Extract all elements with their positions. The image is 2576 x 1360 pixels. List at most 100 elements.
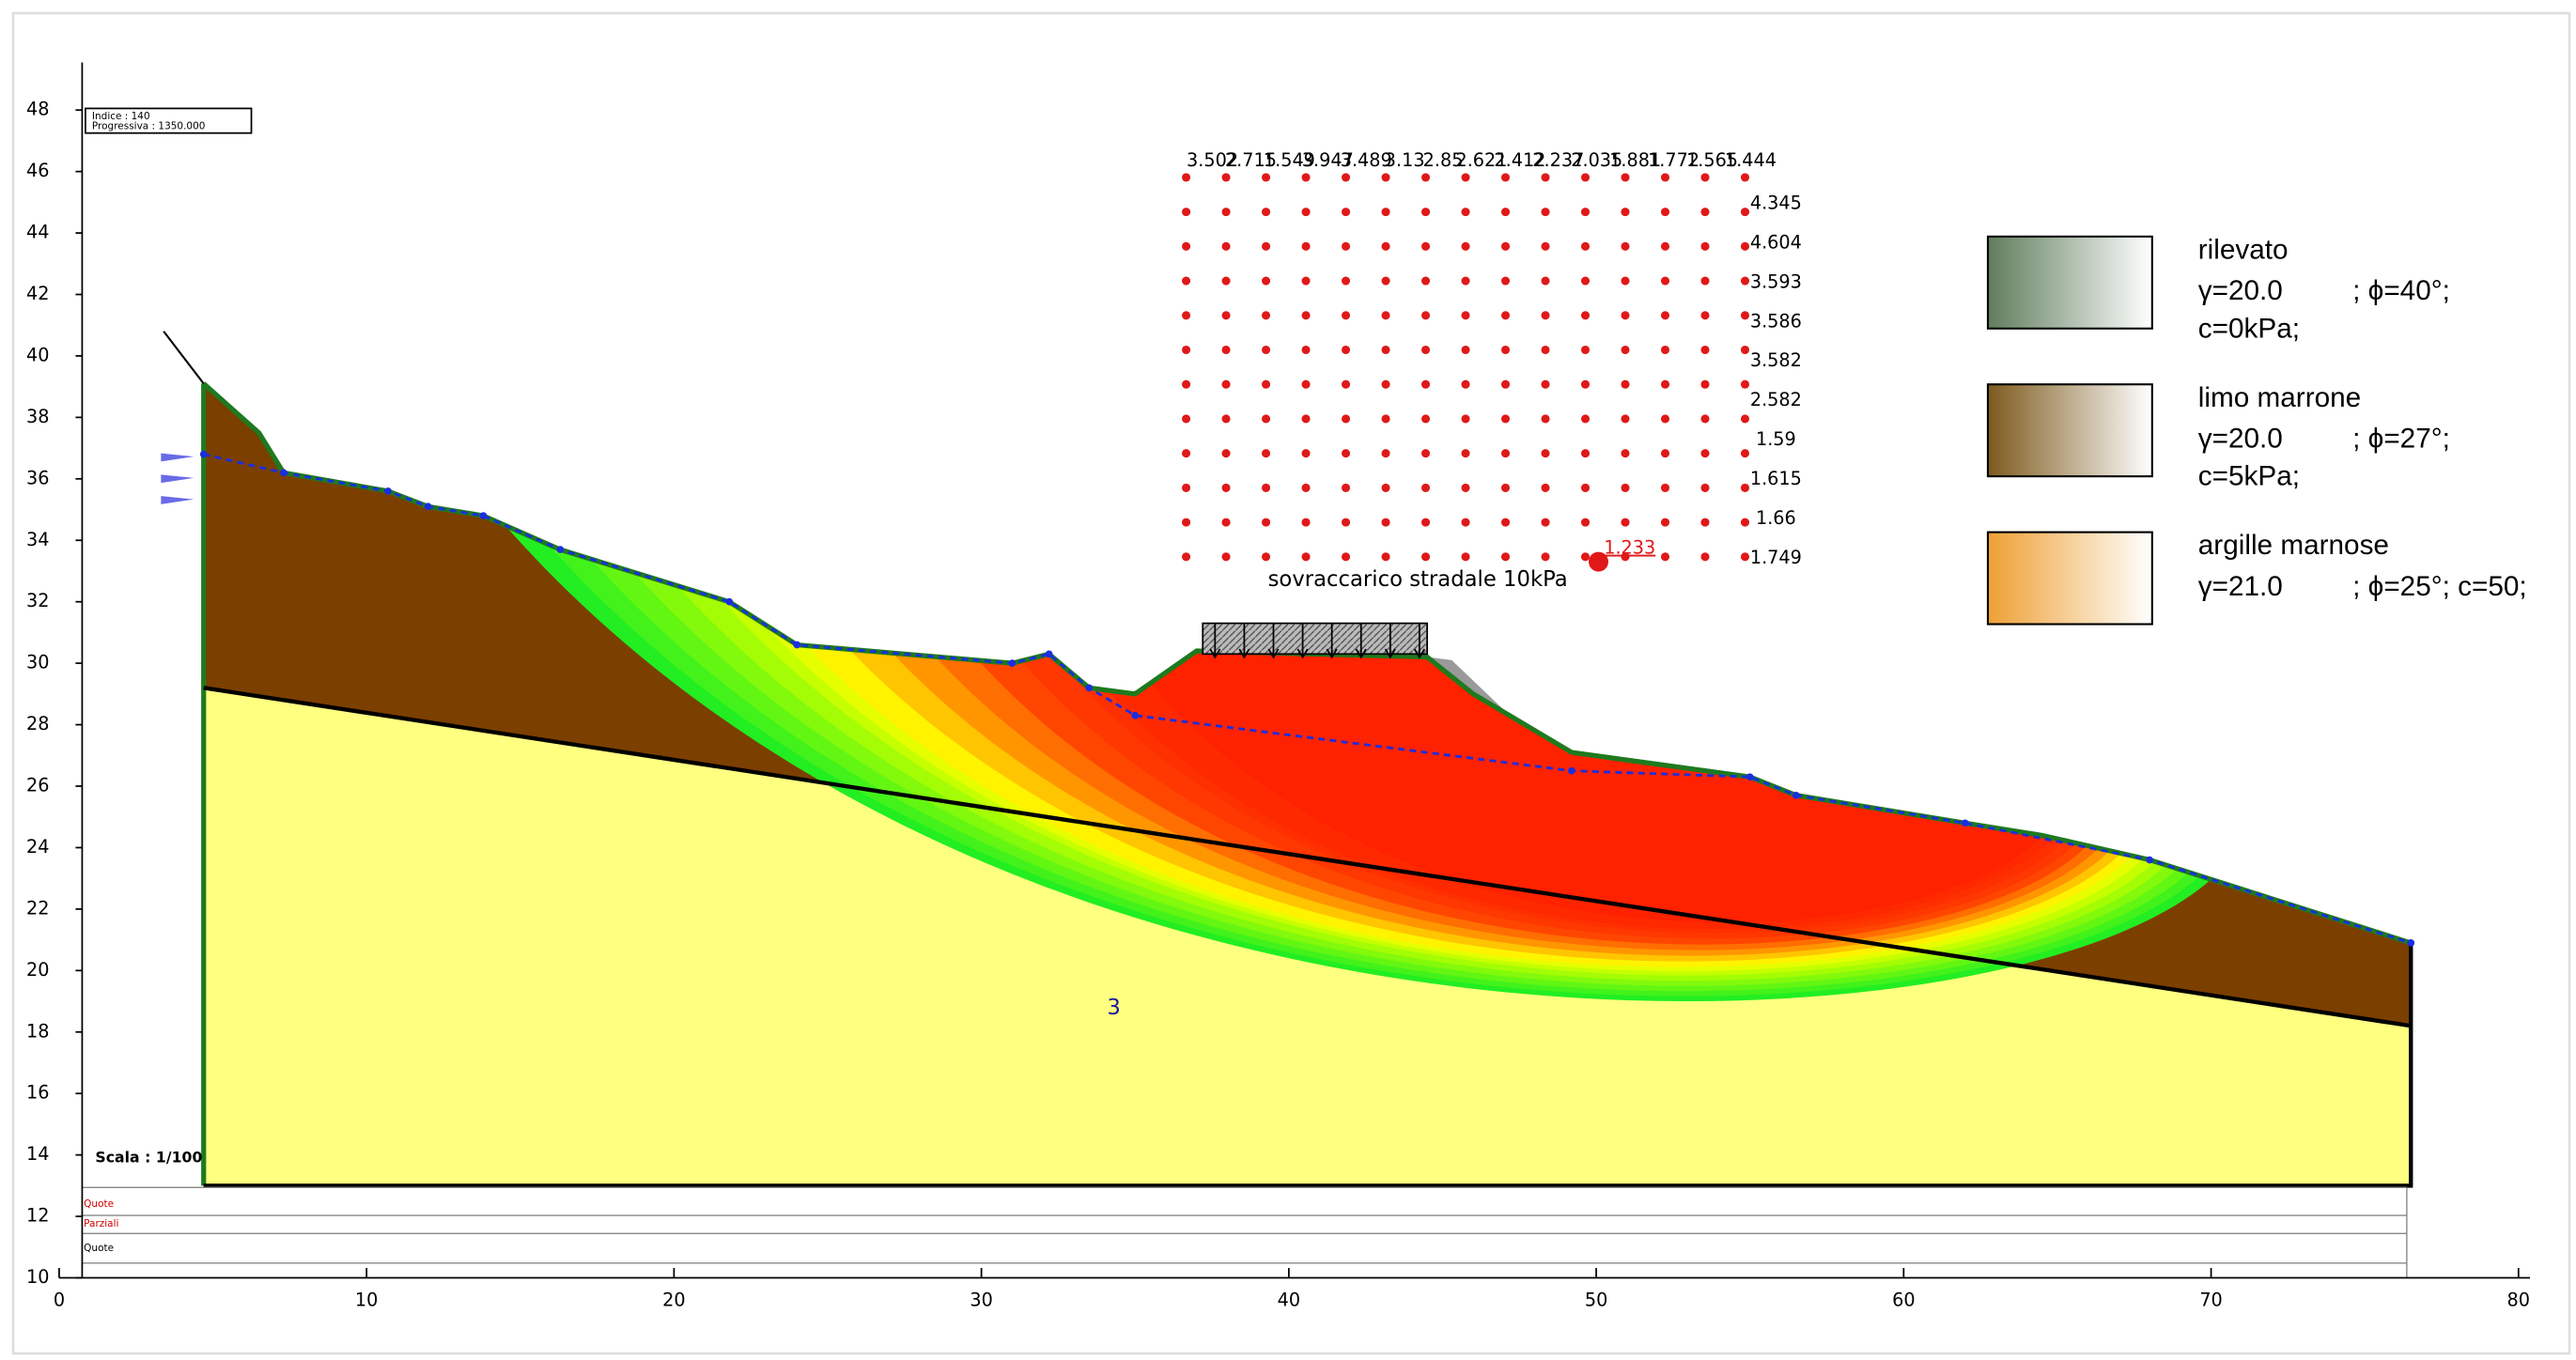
grid-center	[1421, 484, 1430, 492]
safety-factor: 1.59	[1756, 428, 1796, 450]
grid-center	[1382, 518, 1390, 527]
grid-center	[1501, 277, 1510, 286]
water-point	[480, 512, 488, 519]
x-tick-label: 0	[54, 1290, 65, 1311]
y-tick-label: 10	[26, 1266, 49, 1288]
grid-center	[1382, 414, 1390, 423]
y-tick-label: 48	[26, 99, 49, 120]
legend-cohesion: c=5kPa;	[2198, 461, 2300, 492]
layer-label: 3	[1107, 996, 1120, 1020]
grid-center	[1461, 414, 1469, 423]
grid-center	[1541, 552, 1549, 561]
grid-center	[1302, 414, 1311, 423]
grid-center	[1342, 311, 1350, 319]
legend-friction: ; ϕ=27°;	[2352, 424, 2450, 455]
safety-factor: 3.593	[1750, 270, 1802, 292]
water-point	[1792, 792, 1800, 799]
y-tick-label: 36	[26, 467, 49, 488]
grid-center	[1262, 346, 1270, 354]
safety-factor: 1.444	[1725, 149, 1777, 171]
grid-center	[1421, 208, 1430, 216]
grid-center	[1461, 173, 1469, 181]
grid-center	[1382, 277, 1390, 286]
x-tick-label: 60	[1892, 1290, 1915, 1311]
grid-center	[1581, 552, 1590, 561]
grid-center	[1741, 414, 1749, 423]
grid-center	[1501, 311, 1510, 319]
grid-center	[1342, 484, 1350, 492]
legend-cohesion: c=0kPa;	[2198, 313, 2300, 344]
y-tick-label: 32	[26, 590, 49, 611]
grid-center	[1501, 173, 1510, 181]
x-tick-label: 70	[2199, 1290, 2222, 1311]
water-point	[384, 487, 392, 495]
grid-center	[1262, 311, 1270, 319]
grid-center	[1342, 518, 1350, 527]
grid-center	[1621, 449, 1629, 457]
grid-center	[1302, 311, 1311, 319]
grid-center	[1421, 311, 1430, 319]
grid-center	[1182, 346, 1190, 354]
legend-weight: γ=21.0	[2198, 571, 2283, 602]
surcharge-label: sovraccarico stradale 10kPa	[1268, 567, 1568, 592]
x-tick-label: 30	[970, 1290, 992, 1311]
grid-center	[1182, 449, 1190, 457]
grid-center	[1501, 552, 1510, 561]
grid-center	[1581, 414, 1590, 423]
grid-center	[1262, 414, 1270, 423]
legend-friction: ; ϕ=40°;	[2352, 275, 2450, 306]
grid-center	[1661, 552, 1669, 561]
water-point	[2407, 939, 2414, 947]
grid-center	[1661, 484, 1669, 492]
y-tick-label: 30	[26, 652, 49, 673]
grid-center	[1182, 380, 1190, 389]
grid-center	[1541, 518, 1549, 527]
grid-center	[1581, 449, 1590, 457]
grid-center	[1382, 173, 1390, 181]
y-tick-label: 14	[26, 1143, 49, 1165]
grid-center	[1621, 173, 1629, 181]
grid-center	[1262, 518, 1270, 527]
legend-friction: ; ϕ=25°; c=50;	[2352, 571, 2526, 602]
grid-center	[1581, 380, 1590, 389]
grid-center	[1262, 208, 1270, 216]
scale-label: Scala : 1/100	[95, 1148, 202, 1166]
page: {"chart_data":{"type":"section","xlim":[…	[0, 0, 2576, 1360]
strip-label: Quote	[84, 1198, 114, 1210]
grid-center	[1501, 380, 1510, 389]
grid-center	[1661, 277, 1669, 286]
grid-center	[1581, 311, 1590, 319]
grid-center	[1661, 414, 1669, 423]
grid-center	[1182, 173, 1190, 181]
legend-name: limo marrone	[2198, 382, 2361, 413]
safety-factor: 4.345	[1750, 192, 1802, 213]
grid-center	[1342, 173, 1350, 181]
grid-center	[1661, 449, 1669, 457]
grid-center	[1461, 346, 1469, 354]
grid-center	[1700, 346, 1709, 354]
grid-center	[1541, 449, 1549, 457]
grid-center	[1741, 518, 1749, 527]
grid-center	[1302, 552, 1311, 561]
grid-center	[1302, 277, 1311, 286]
legend-weight: γ=20.0	[2198, 424, 2283, 455]
grid-center	[1222, 484, 1231, 492]
grid-center	[1541, 311, 1549, 319]
y-tick-label: 20	[26, 959, 49, 981]
grid-center	[1661, 311, 1669, 319]
grid-center	[1661, 242, 1669, 251]
grid-center	[1541, 277, 1549, 286]
legend-name: argille marnose	[2198, 530, 2389, 561]
grid-center	[1421, 552, 1430, 561]
grid-center	[1541, 242, 1549, 251]
grid-center	[1700, 380, 1709, 389]
grid-center	[1581, 173, 1590, 181]
safety-factor: 4.604	[1750, 231, 1802, 253]
grid-center	[1382, 242, 1390, 251]
grid-center	[1461, 518, 1469, 527]
grid-center	[1342, 414, 1350, 423]
grid-center	[1182, 518, 1190, 527]
legend-weight: γ=20.0	[2198, 275, 2283, 306]
grid-center	[1501, 518, 1510, 527]
grid-center	[1621, 518, 1629, 527]
